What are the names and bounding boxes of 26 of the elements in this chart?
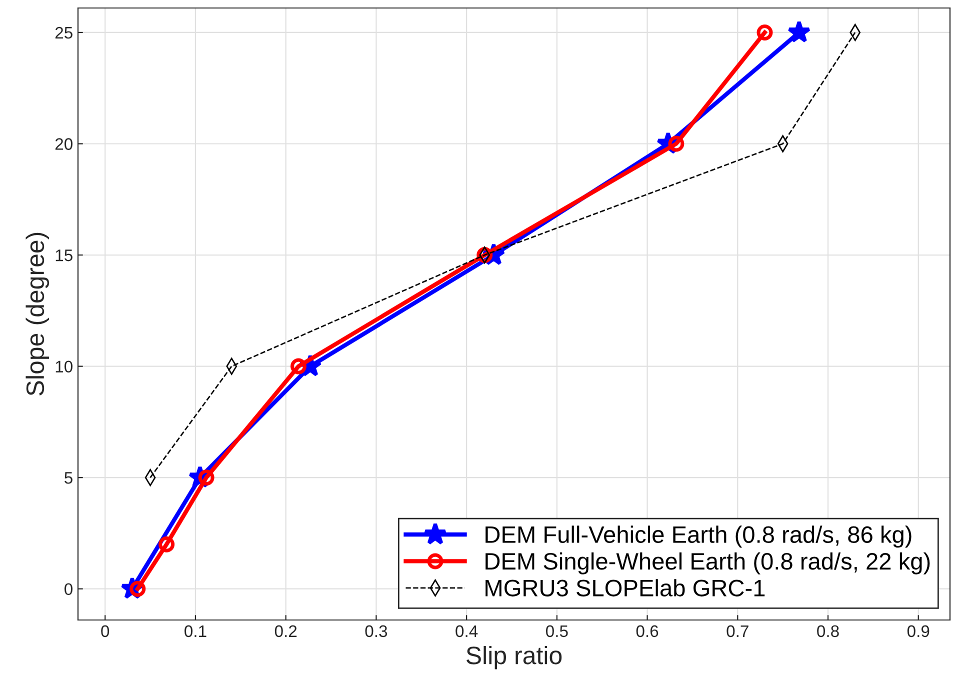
legend-label: DEM Single-Wheel Earth (0.8 rad/s, 22 kg): [486, 552, 930, 574]
y-tick-label: 25: [55, 26, 72, 39]
x-tick-label: 0.6: [636, 625, 658, 638]
point: [756, 24, 773, 40]
legend-label: DEM Full-Vehicle Earth (0.8 rad/s, 86 kg): [486, 526, 912, 548]
x-tick-label: 0.4: [456, 625, 478, 638]
x-tick-label: 0.8: [817, 625, 839, 638]
point: [158, 536, 175, 552]
y-tick-label: 5: [64, 472, 72, 484]
point: [668, 136, 684, 152]
y-tick-label: 0: [64, 583, 72, 596]
x-tick-label: 0.2: [274, 625, 297, 638]
legend-label: MGRU3 SLOPElab GRC-1: [486, 579, 765, 596]
point: [290, 358, 306, 374]
x-tick-label: 0.7: [726, 625, 748, 638]
x-tick-label: 0: [101, 625, 110, 638]
x-tick-label: 0.1: [184, 625, 206, 638]
x-tick-label: 0.9: [907, 625, 930, 638]
y-tick-label: 10: [56, 360, 72, 372]
x-tick-label: 0.3: [365, 625, 388, 638]
x-axis-title: Slip ratio: [466, 646, 562, 670]
y-tick-label: 15: [56, 250, 72, 262]
y-tick-label: 20: [55, 138, 72, 150]
y-axis-title: Slope (degree): [26, 232, 50, 396]
x-tick-label: 0.5: [546, 625, 568, 638]
point: [787, 20, 811, 43]
